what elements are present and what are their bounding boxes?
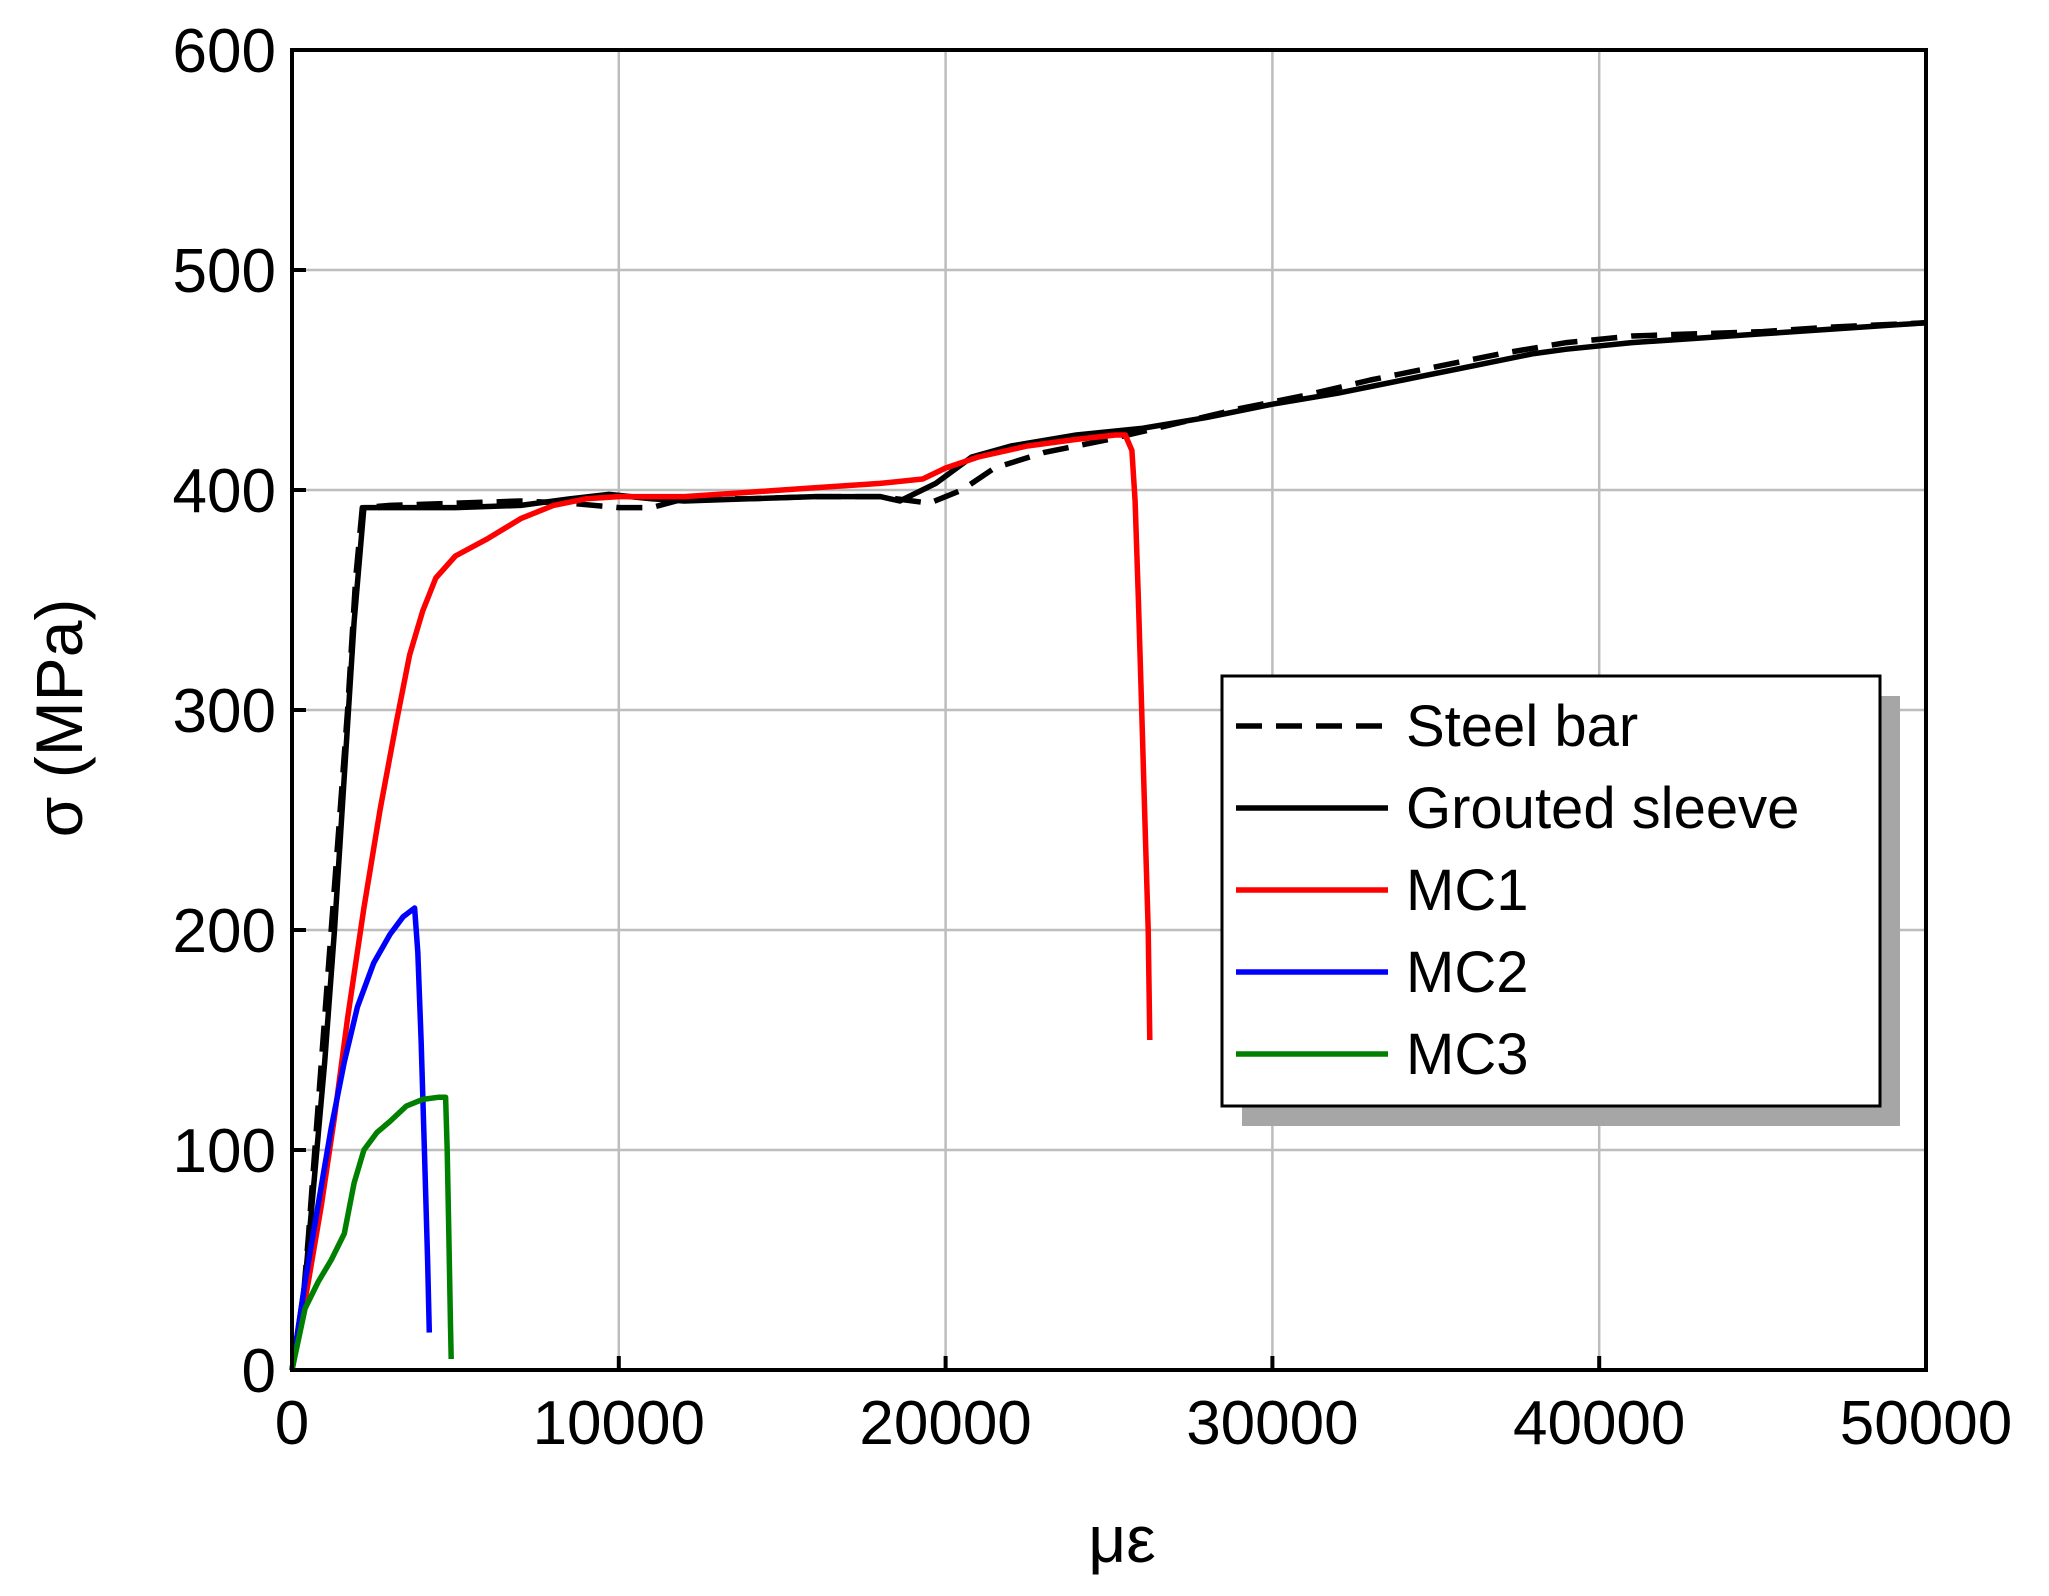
- x-axis-title: με: [1088, 1502, 1155, 1576]
- x-tick-label: 40000: [1513, 1389, 1685, 1458]
- legend-label: Steel bar: [1406, 694, 1638, 759]
- y-tick-label: 100: [173, 1117, 276, 1186]
- y-tick-label: 0: [242, 1337, 276, 1406]
- grid: [292, 50, 1926, 1370]
- x-tick-label: 20000: [859, 1389, 1031, 1458]
- y-tick-label: 400: [173, 457, 276, 526]
- legend-label: Grouted sleeve: [1406, 776, 1799, 841]
- legend-label: MC1: [1406, 858, 1528, 923]
- legend-label: MC3: [1406, 1022, 1528, 1087]
- legend-label: MC2: [1406, 940, 1528, 1005]
- series-line-mc3: [289, 1094, 454, 1371]
- y-tick-label: 500: [173, 237, 276, 306]
- y-tick-label: 300: [173, 677, 276, 746]
- axis-ticks: 0 10000 20000 30000 40000 50000 0 100 200 300 400 5…: [173, 17, 2013, 1458]
- y-tick-label: 600: [173, 17, 276, 86]
- y-axis-title: σ (MPa): [22, 599, 96, 838]
- series-line-mc1: [289, 432, 1153, 1371]
- y-tick-label: 200: [173, 897, 276, 966]
- legend: Steel bar Grouted sleeve MC1 MC2 MC3: [1220, 674, 1900, 1126]
- series-line-grouted-sleeve: [289, 320, 1927, 1371]
- x-tick-label: 0: [275, 1389, 309, 1458]
- x-tick-label: 30000: [1186, 1389, 1358, 1458]
- x-tick-label: 50000: [1840, 1389, 2012, 1458]
- series-lines: [289, 320, 1927, 1371]
- x-tick-label: 10000: [533, 1389, 705, 1458]
- series-line-mc2: [289, 905, 433, 1371]
